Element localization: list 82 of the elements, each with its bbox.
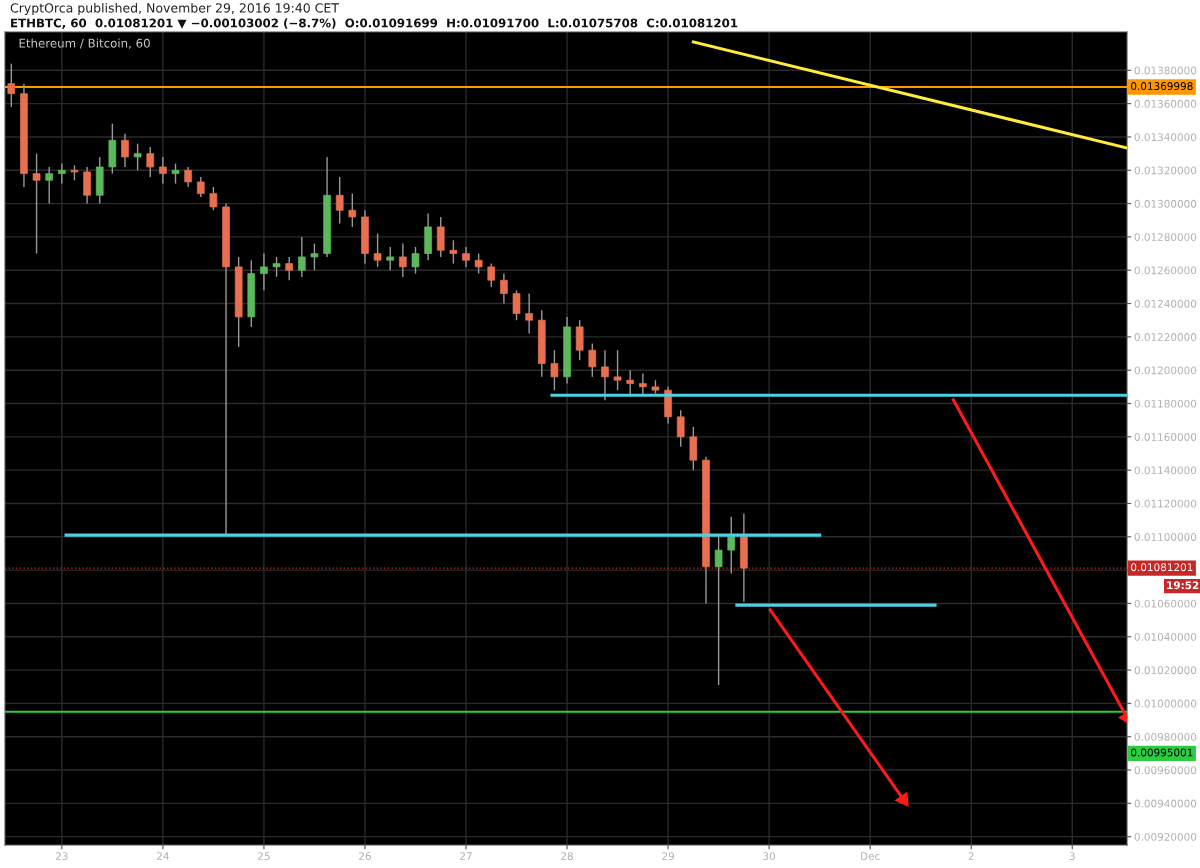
y-tick-label: 0.01240000 xyxy=(1134,299,1197,308)
candlestick xyxy=(386,246,395,271)
candlestick xyxy=(601,349,609,401)
y-tick-label: 0.01000000 xyxy=(1134,699,1197,708)
candlestick xyxy=(449,239,458,265)
x-tick-label: 3 xyxy=(1069,852,1075,861)
candlestick xyxy=(121,132,129,168)
y-tick-label: 0.01280000 xyxy=(1134,233,1197,242)
candlestick xyxy=(184,166,192,188)
x-tick-label: Dec xyxy=(861,852,880,861)
y-tick-label: 0.01200000 xyxy=(1134,366,1197,375)
candlestick xyxy=(58,162,66,185)
x-tick-label: 2 xyxy=(968,852,974,860)
candlestick xyxy=(399,242,407,278)
x-tick-label: 28 xyxy=(561,852,573,861)
y-tick-label: 0.01220000 xyxy=(1134,333,1197,341)
y-tick-label: 0.01040000 xyxy=(1134,632,1197,641)
y-tick-label: 0.01100000 xyxy=(1134,533,1197,541)
candlestick xyxy=(727,516,736,575)
candlestick xyxy=(45,166,54,205)
y-tick-label: 0.00940000 xyxy=(1134,799,1197,808)
candlestick xyxy=(462,246,470,268)
y-tick-label: 0.01060000 xyxy=(1134,599,1197,608)
y-tick-label: 0.01140000 xyxy=(1134,466,1197,475)
text: 0.00995001 xyxy=(1131,748,1193,757)
candlestick xyxy=(525,292,533,335)
candlestick xyxy=(689,426,698,471)
y-tick-label: 0.01300000 xyxy=(1134,199,1197,208)
y-tick-label: 0.01380000 xyxy=(1134,66,1197,75)
candlestick xyxy=(714,536,723,686)
candlestick xyxy=(588,342,597,378)
x-tick-label: 24 xyxy=(157,852,169,860)
candlestick xyxy=(500,272,508,305)
y-tick-label: 0.01020000 xyxy=(1134,666,1197,675)
y-tick-label: 0.01160000 xyxy=(1134,433,1197,441)
candlestick xyxy=(285,256,294,281)
candlestick xyxy=(133,142,142,171)
y-tick-label: 0.01180000 xyxy=(1134,399,1197,408)
y-tick-label: 0.01340000 xyxy=(1134,133,1197,142)
y-tick-label: 0.01260000 xyxy=(1134,266,1197,275)
candlestick xyxy=(411,246,420,275)
candlestick xyxy=(310,242,319,271)
candlestick xyxy=(676,409,685,448)
candlestick xyxy=(7,62,16,108)
ref-line-label: 0.01369998 xyxy=(1131,82,1193,90)
y-tick-label: 0.01120000 xyxy=(1134,499,1197,508)
candlestick xyxy=(474,252,483,275)
chart-subtitle: ETHBTC, 60 0.01081201 ▼ −0.00103002 (−8.7%) O:0.01091699 H:0.01091700 L:0.01075708 C:0.01081201 xyxy=(11,18,738,29)
y-tick-label: 0.00920000 xyxy=(1134,832,1197,841)
y-tick-label: 0.01320000 xyxy=(1134,166,1197,175)
x-tick-label: 25 xyxy=(258,852,270,861)
candlestick xyxy=(335,176,344,225)
candlestick xyxy=(159,156,167,185)
candlestick xyxy=(487,262,496,288)
x-tick-label: 30 xyxy=(763,852,776,861)
text: 19:52 xyxy=(1167,581,1199,590)
candlestick xyxy=(550,349,559,391)
x-tick-label: 23 xyxy=(55,852,68,861)
y-tick-label: 0.00980000 xyxy=(1134,732,1197,741)
candlestick xyxy=(171,162,180,185)
candlestick xyxy=(209,186,218,211)
x-tick-label: 29 xyxy=(662,852,674,861)
y-tick-label: 0.01360000 xyxy=(1134,99,1197,108)
y-tick-label: 0.00960000 xyxy=(1134,766,1197,775)
candlestick xyxy=(348,192,357,228)
candlestick xyxy=(272,256,281,278)
candlestick xyxy=(373,232,382,268)
x-tick-label: 27 xyxy=(460,852,472,860)
x-tick-label: 26 xyxy=(359,852,371,861)
candlestick xyxy=(32,152,41,255)
ref-line-label: 0.01081201 xyxy=(1131,563,1193,572)
candlestick xyxy=(196,176,205,198)
chart-title: Ethereum / Bitcoin, 60 xyxy=(19,38,150,49)
candlestick xyxy=(575,319,584,361)
candlestick xyxy=(297,236,306,278)
candlestick xyxy=(613,349,622,391)
candlestick xyxy=(512,289,521,321)
text: CryptOrca published, November 29, 2016 19:40 CET xyxy=(10,2,339,16)
candlestick xyxy=(146,146,155,178)
candlestick xyxy=(83,166,91,205)
candlestick xyxy=(260,252,268,291)
candlestick xyxy=(436,216,445,258)
